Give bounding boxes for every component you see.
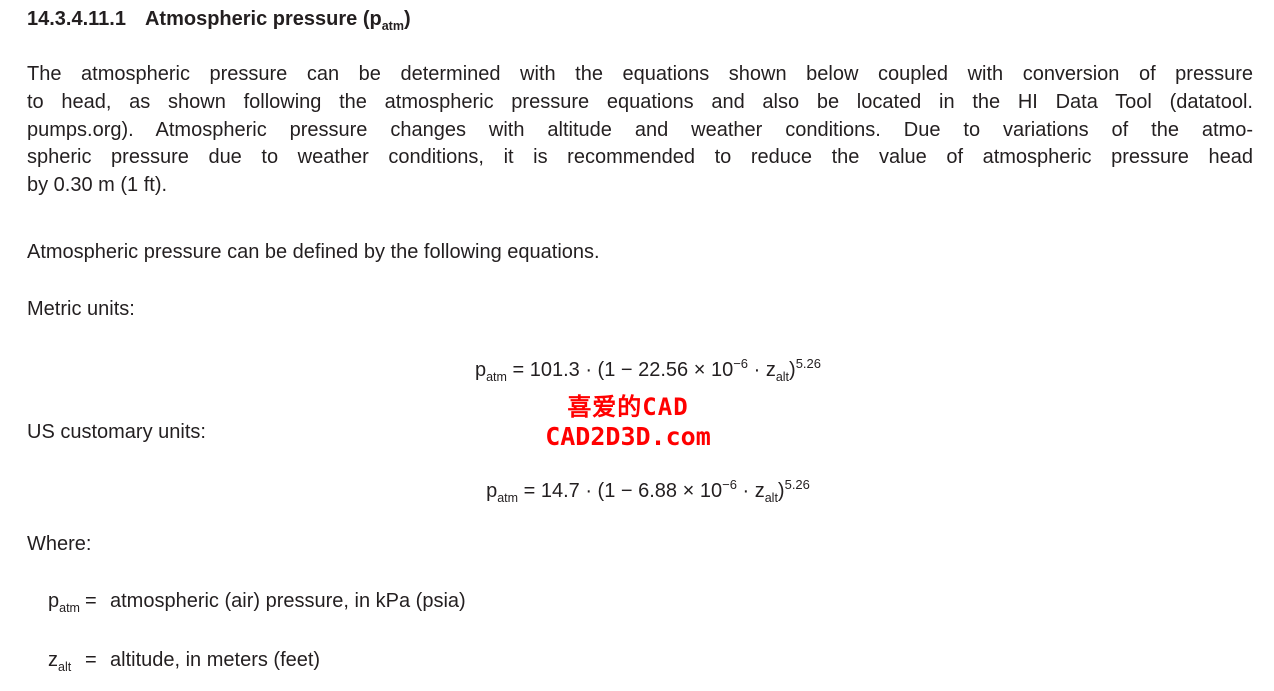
equals-sign: =	[85, 590, 97, 612]
eq-body: )	[789, 359, 796, 381]
paragraph-line: by 0.30 m (1 ft).	[27, 174, 168, 197]
definition-term: zalt	[48, 649, 85, 674]
eq-exponent: 5.26	[784, 477, 810, 492]
watermark-text-cjk: 喜爱的CAD	[567, 393, 689, 421]
eq-body: = 14.7 · (1 − 6.88 × 10	[518, 480, 723, 502]
body-paragraph: The atmospheric pressure can be determin…	[27, 61, 1253, 200]
watermark: 喜爱的CAD CAD2D3D.com	[0, 393, 1256, 451]
intro-sentence: Atmospheric pressure can be defined by t…	[27, 241, 600, 263]
definition-term-base: p	[48, 590, 60, 612]
definition-term-subscript: atm	[59, 601, 80, 615]
eq-body: )	[777, 480, 785, 502]
eq-exponent: 5.26	[795, 356, 822, 371]
definition-row-zalt: zalt = altitude, in meters (feet)	[48, 649, 320, 674]
eq-body: = 101.3 · (1 − 22.56 × 10	[506, 359, 734, 381]
eq-z-subscript: alt	[764, 491, 778, 505]
definition-description: atmospheric (air) pressure, in kPa (psia…	[110, 590, 466, 612]
metric-units-label: Metric units:	[27, 298, 135, 320]
section-title: Atmospheric pressure (p	[144, 8, 382, 30]
eq-var-subscript: atm	[486, 370, 507, 384]
us-customary-units-label: US customary units:	[27, 421, 206, 443]
watermark-url-text: CAD2D3D.com	[545, 422, 711, 451]
section-heading: 14.3.4.11.1 Atmospheric pressure (patm)	[27, 8, 411, 33]
equals-sign: =	[85, 649, 97, 671]
paragraph-line: to head, as shown following the atmosphe…	[27, 90, 1253, 113]
section-title-close: )	[403, 8, 411, 30]
definition-term: patm	[48, 590, 85, 615]
equation-us-customary: patm = 14.7 · (1 − 6.88 × 10−6 · zalt)5.…	[22, 477, 1274, 505]
eq-z-subscript: alt	[775, 370, 790, 384]
eq-exponent: −6	[733, 356, 749, 371]
definition-term-base: z	[48, 649, 58, 671]
eq-var-base: p	[486, 480, 498, 502]
where-label: Where:	[27, 533, 92, 555]
section-number: 14.3.4.11.1	[27, 8, 126, 30]
eq-var-base: p	[474, 359, 487, 381]
paragraph-line: pumps.org). Atmospheric pressure changes…	[27, 118, 1253, 141]
eq-body: · z	[736, 480, 765, 502]
eq-exponent: −6	[722, 477, 737, 492]
definition-description: altitude, in meters (feet)	[110, 649, 321, 671]
paragraph-line: The atmospheric pressure can be determin…	[27, 63, 1253, 85]
paragraph-line: spheric pressure due to weather conditio…	[27, 146, 1253, 169]
definition-row-patm: patm = atmospheric (air) pressure, in kPa …	[48, 590, 466, 615]
eq-body: · z	[748, 359, 776, 381]
eq-var-subscript: atm	[497, 491, 519, 505]
section-title-subscript: atm	[381, 19, 404, 33]
equation-metric: patm = 101.3 · (1 − 22.56 × 10−6 · zalt)…	[22, 356, 1274, 384]
definition-term-subscript: alt	[58, 660, 72, 674]
